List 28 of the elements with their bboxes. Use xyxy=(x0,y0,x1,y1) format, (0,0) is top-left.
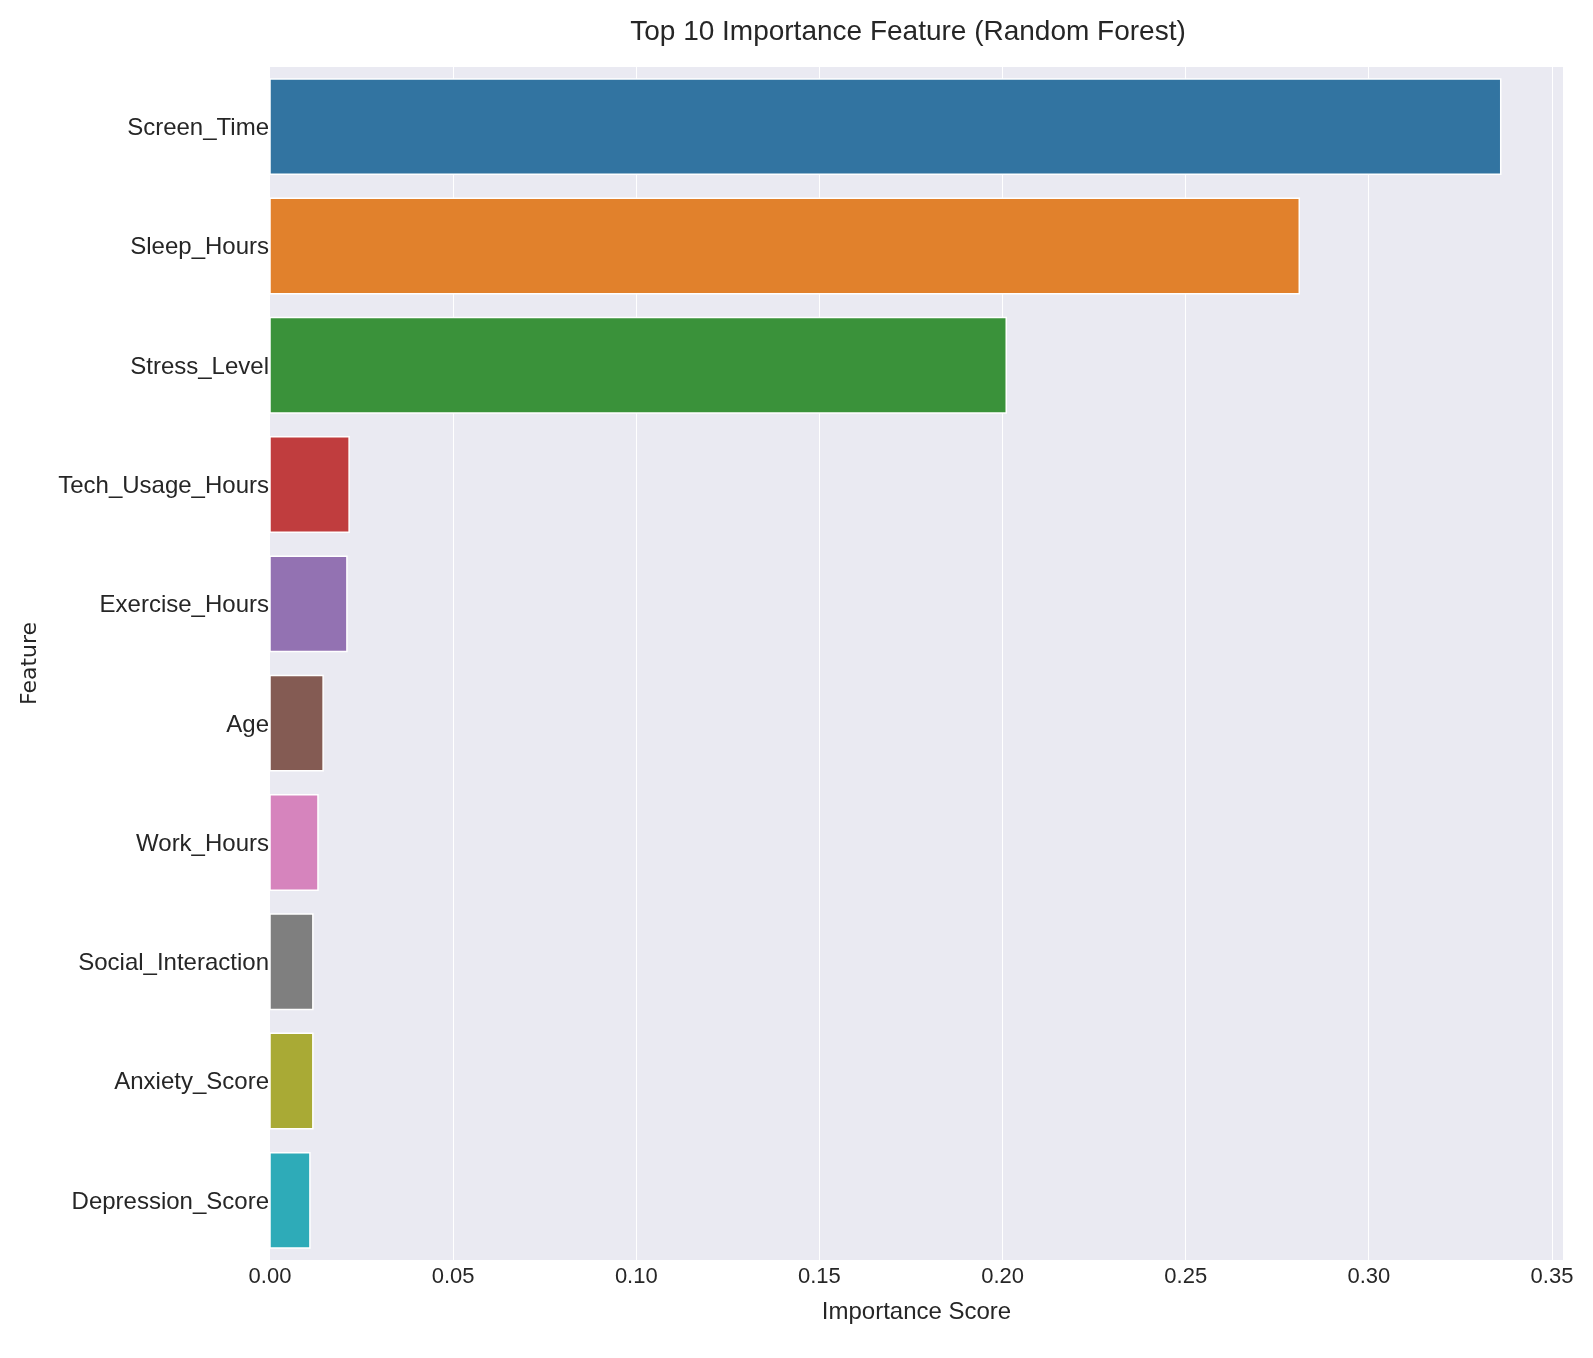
bar xyxy=(270,674,324,772)
y-tick-label: Exercise_Hours xyxy=(99,590,269,618)
x-tick-label: 0.25 xyxy=(1164,1263,1208,1288)
bar xyxy=(270,793,319,891)
bar xyxy=(270,1032,314,1130)
x-axis-title: Importance Score xyxy=(821,1297,1012,1325)
bar xyxy=(270,555,348,653)
y-tick-label: Anxiety_Score xyxy=(114,1067,269,1095)
y-tick-label: Stress_Level xyxy=(130,351,269,379)
x-tick-label: 0.15 xyxy=(798,1263,841,1288)
y-tick-label: Tech_Usage_Hours xyxy=(58,470,269,498)
x-tick-label: 0.05 xyxy=(431,1263,475,1288)
y-tick-label: Age xyxy=(226,709,269,737)
x-tick-label: 0.35 xyxy=(1530,1263,1574,1288)
x-tick-label: 0.00 xyxy=(248,1263,292,1288)
bar xyxy=(270,1151,311,1249)
y-tick-label: Social_Interaction xyxy=(78,948,269,976)
y-tick-label: Work_Hours xyxy=(136,828,269,856)
x-tick-label: 0.10 xyxy=(614,1263,658,1288)
bar xyxy=(270,436,350,534)
y-tick-label: Sleep_Hours xyxy=(130,232,269,260)
y-tick-label: Depression_Score xyxy=(71,1186,269,1214)
x-tick-label: 0.20 xyxy=(981,1263,1024,1288)
chart-title: Top 10 Importance Feature (Random Forest) xyxy=(630,14,1186,46)
x-tick-label: 0.30 xyxy=(1347,1263,1391,1288)
y-tick-label: Screen_Time xyxy=(127,113,269,141)
bar xyxy=(270,913,314,1011)
y-axis-title: Feature xyxy=(16,621,41,706)
